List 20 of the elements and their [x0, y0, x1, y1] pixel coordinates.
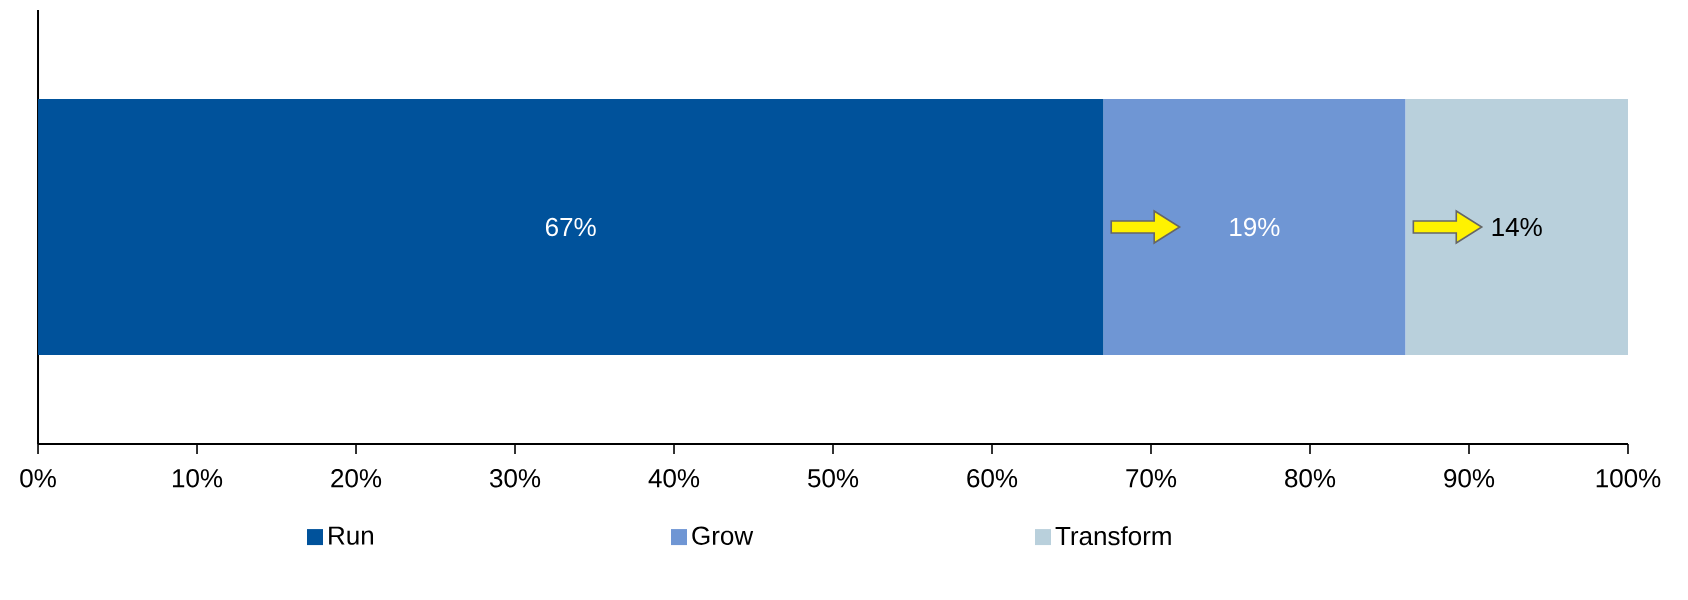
bar [38, 98, 1104, 356]
x-tick-label: 20% [331, 469, 382, 488]
legend-label: Transform [1055, 526, 1171, 546]
bar [1103, 98, 1406, 356]
x-tick-label: 10% [172, 469, 223, 488]
x-tick-label: 40% [648, 469, 700, 488]
bar [1405, 98, 1628, 356]
legend-label: Run [329, 526, 374, 545]
x-tick-label: 80% [1285, 469, 1336, 488]
x-tick-label: 0% [20, 469, 56, 488]
x-tick-label: 50% [808, 469, 859, 488]
x-tick-label: 60% [967, 469, 1018, 488]
x-tick-label: 70% [1126, 469, 1177, 488]
data-label: 67% [545, 217, 596, 237]
data-label: 19% [1230, 217, 1280, 237]
data-label: 14% [1492, 217, 1542, 237]
legend-label: Grow [692, 526, 754, 545]
x-tick-label: 90% [1444, 469, 1495, 488]
x-tick-label: 30% [490, 469, 541, 488]
x-tick-label: 100% [1596, 469, 1661, 488]
